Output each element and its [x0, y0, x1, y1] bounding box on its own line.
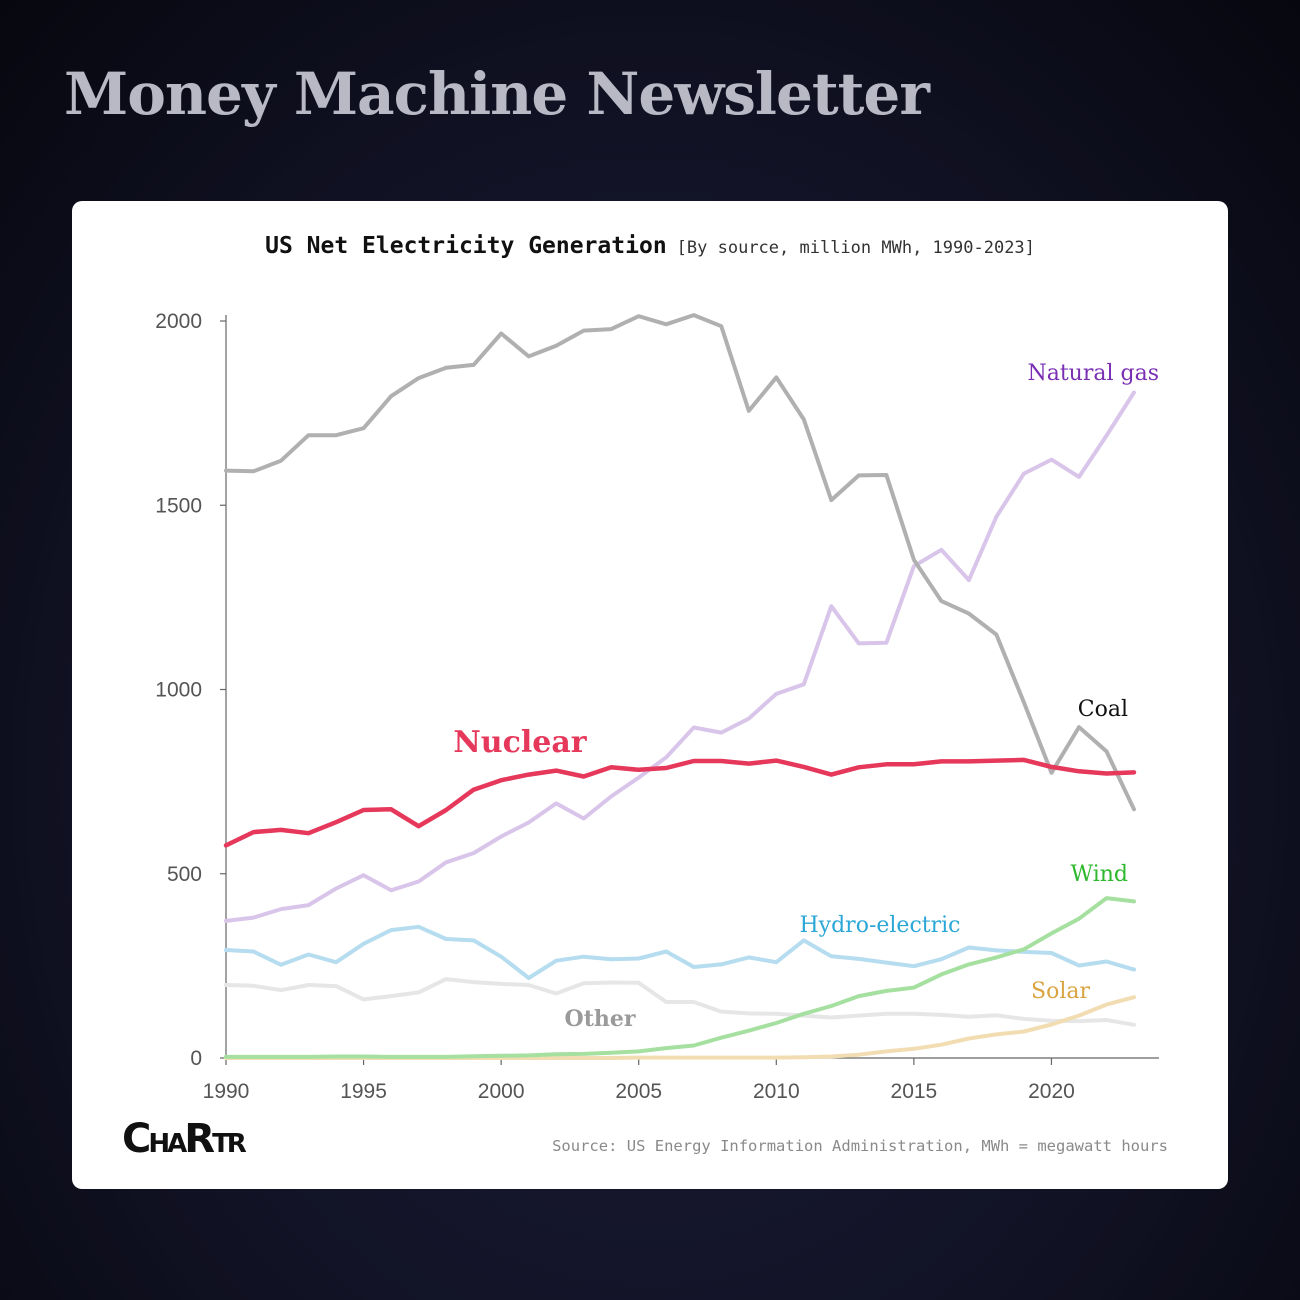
chart-card: US Net Electricity Generation [By source,…	[72, 201, 1228, 1189]
series-line-nuclear	[223, 757, 1137, 848]
x-tick-label: 1990	[203, 1080, 250, 1103]
series-line-other	[224, 977, 1136, 1027]
series-label-solar: Solar	[1031, 979, 1090, 1004]
series-label-natural-gas: Natural gas	[1027, 361, 1159, 386]
chartr-logo: CHARTR	[122, 1116, 247, 1162]
logo-letters-ha: HA	[148, 1129, 187, 1159]
series-line-hydro-electric	[224, 924, 1136, 980]
series-line-solar	[224, 995, 1136, 1060]
series-label-other: Other	[565, 1006, 636, 1032]
series-label-nuclear: Nuclear	[453, 725, 587, 760]
line-chart: 0 500 1000 1500 2000 1990 1995 2000 2005 2010 2015…	[155, 310, 1159, 1103]
series-label-wind: Wind	[1070, 862, 1128, 887]
y-tick-label: 2000	[155, 310, 202, 333]
series-line-wind	[224, 896, 1136, 1059]
series-label-coal: Coal	[1078, 697, 1128, 722]
logo-letter-c: C	[122, 1116, 151, 1162]
y-tick-label: 1000	[155, 679, 202, 702]
source-note: Source: US Energy Information Administra…	[552, 1137, 1168, 1155]
y-tick-label: 1500	[155, 494, 202, 517]
chart-title-main: US Net Electricity Generation	[265, 233, 667, 259]
x-tick-label: 1995	[340, 1080, 387, 1103]
x-tick-label: 2015	[891, 1080, 938, 1103]
y-tick-label: 0	[190, 1047, 202, 1070]
page-title: Money Machine Newsletter	[64, 60, 930, 128]
series-line-coal	[224, 313, 1136, 812]
series-line-natural-gas	[224, 390, 1136, 923]
x-tick-label: 2010	[753, 1080, 800, 1103]
series-label-hydro-electric: Hydro-electric	[799, 913, 960, 938]
x-tick-label: 2000	[478, 1080, 525, 1103]
logo-letter-r: R	[184, 1116, 215, 1162]
logo-letters-tr: TR	[212, 1129, 247, 1159]
x-tick-label: 2005	[615, 1080, 662, 1103]
x-tick-label: 2020	[1028, 1080, 1075, 1103]
chart-subtitle: [By source, million MWh, 1990-2023]	[676, 238, 1035, 258]
y-tick-label: 500	[167, 863, 202, 886]
chart-title: US Net Electricity Generation [By source,…	[72, 233, 1228, 259]
